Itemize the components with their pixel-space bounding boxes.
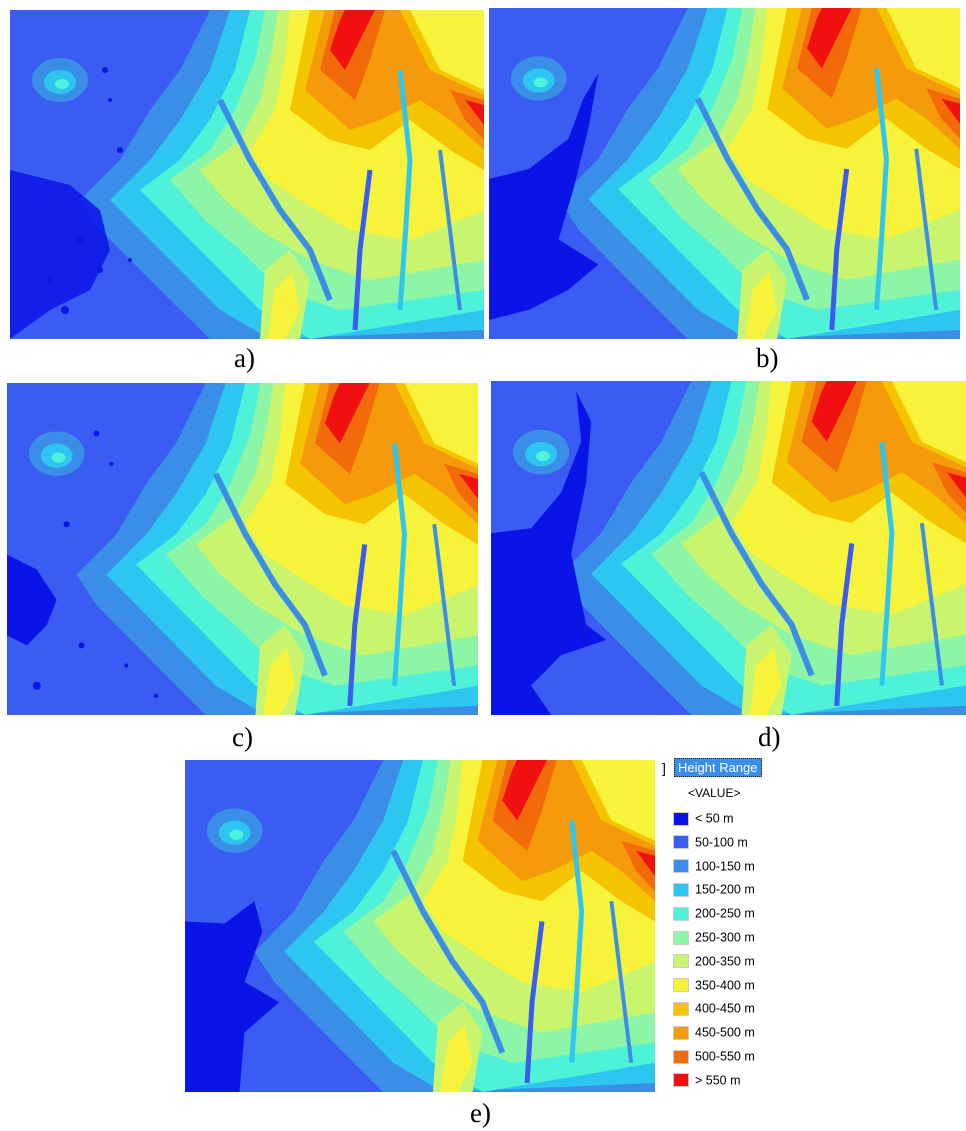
caption-b: b) (756, 343, 779, 373)
dem-map-c (7, 383, 478, 715)
legend-swatch (673, 835, 689, 850)
legend-swatch (673, 1025, 689, 1040)
legend-item: 100-150 m (673, 858, 755, 876)
legend-label: 150-200 m (695, 882, 755, 897)
legend-item: 200-350 m (673, 953, 755, 971)
caption-d: d) (758, 722, 781, 752)
legend-swatch (673, 954, 689, 969)
terrain-d (491, 381, 966, 715)
dem-map-b (489, 8, 960, 339)
terrain-e (185, 760, 655, 1092)
legend-swatch (673, 978, 689, 993)
dem-map-a (10, 10, 484, 339)
legend-item: 350-400 m (673, 977, 755, 995)
legend-item: 50-100 m (673, 834, 748, 852)
legend-item: 200-250 m (673, 905, 755, 923)
legend-label: 450-500 m (695, 1025, 755, 1040)
dem-map-d (491, 381, 966, 715)
legend-title[interactable]: Height Range (674, 758, 762, 777)
legend-item: > 550 m (673, 1072, 741, 1090)
legend-swatch (673, 1001, 689, 1016)
terrain-b (489, 8, 960, 339)
legend-label: 400-450 m (695, 1001, 755, 1016)
legend-label: 200-350 m (695, 954, 755, 969)
legend-swatch (673, 811, 689, 826)
legend-label: 500-550 m (695, 1049, 755, 1064)
legend-subtitle: <VALUE> (688, 786, 741, 800)
legend-label: 200-250 m (695, 906, 755, 921)
caption-c: c) (232, 722, 253, 752)
legend-swatch (673, 1073, 689, 1088)
legend-label: > 550 m (695, 1073, 741, 1088)
terrain-a (10, 10, 484, 339)
legend-item: 400-450 m (673, 1000, 755, 1018)
legend-label: 250-300 m (695, 930, 755, 945)
legend-swatch (673, 930, 689, 945)
legend-swatch (673, 859, 689, 874)
legend-item: < 50 m (673, 810, 734, 828)
legend-item: 150-200 m (673, 881, 755, 899)
caption-e: e) (470, 1098, 491, 1128)
legend-item: 250-300 m (673, 929, 755, 947)
legend-swatch (673, 1049, 689, 1064)
legend-label: 350-400 m (695, 978, 755, 993)
legend-swatch (673, 906, 689, 921)
legend-label: < 50 m (695, 811, 734, 826)
legend-bracket: ] (662, 760, 666, 776)
terrain-c (7, 383, 478, 715)
legend-label: 50-100 m (695, 835, 748, 850)
legend-swatch (673, 882, 689, 897)
legend-label: 100-150 m (695, 859, 755, 874)
dem-map-e (185, 760, 655, 1092)
legend-item: 500-550 m (673, 1048, 755, 1066)
legend-item: 450-500 m (673, 1024, 755, 1042)
caption-a: a) (234, 343, 255, 373)
